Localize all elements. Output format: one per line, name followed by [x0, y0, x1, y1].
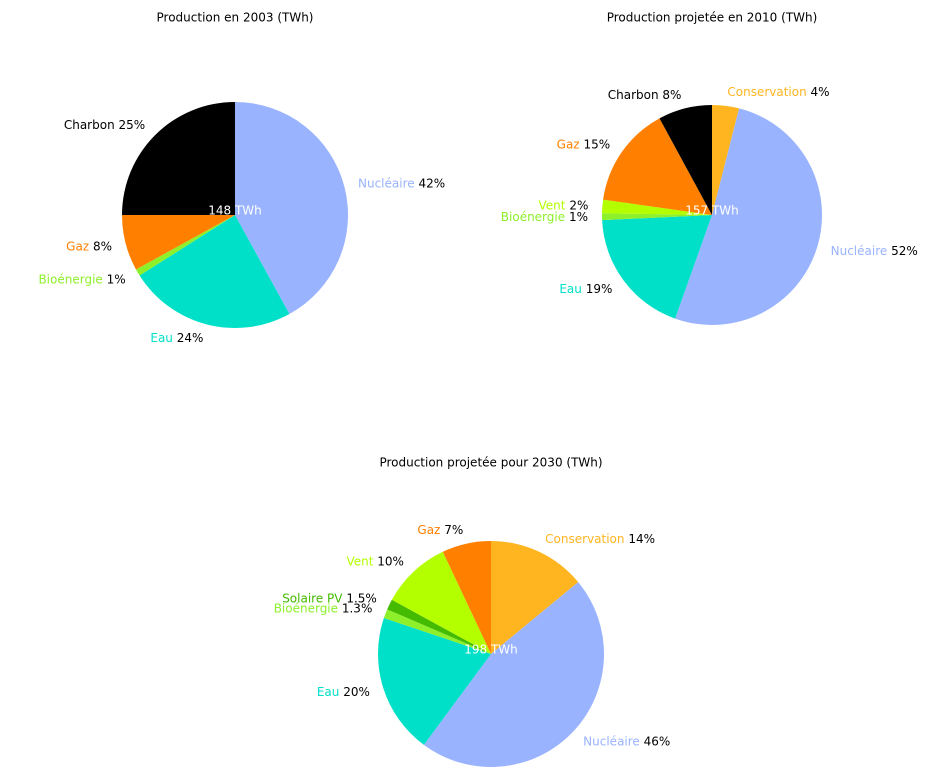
slice-value: 1% [107, 272, 126, 286]
slice-label: Conservation 4% [727, 84, 829, 98]
pie-slice [122, 102, 235, 215]
slice-name: Gaz [417, 523, 440, 537]
slice-label: Nucléaire 52% [831, 244, 918, 258]
slice-label: Gaz 15% [557, 137, 610, 151]
pie-chart: Production projetée en 2010 (TWh) Conserv… [501, 11, 918, 325]
slice-value: 4% [811, 84, 830, 98]
pie-slice [139, 215, 290, 328]
slice-value: 1.3% [342, 601, 373, 615]
slice-label: Gaz 7% [417, 523, 463, 537]
slice-label: Nucléaire 46% [583, 734, 670, 748]
pie-slice [491, 541, 579, 654]
slice-value: 24% [177, 331, 204, 345]
slice-name: Gaz [557, 137, 580, 151]
pie-slice [122, 215, 235, 270]
pie-slice [602, 213, 712, 221]
slice-value: 7% [444, 523, 463, 537]
pie-slice [712, 105, 740, 215]
slice-label: Solaire PV 1.5% [282, 591, 377, 605]
slice-name: Eau [559, 281, 582, 295]
slice-name: Solaire PV [282, 591, 343, 605]
slice-name: Nucléaire [583, 734, 640, 748]
chart-title: Production en 2003 (TWh) [157, 11, 314, 25]
slice-label: Charbon 8% [608, 87, 682, 101]
slice-name: Charbon [64, 118, 115, 132]
slice-label: Gaz 8% [66, 239, 112, 253]
slice-value: 15% [583, 137, 610, 151]
slice-name: Gaz [66, 239, 89, 253]
pie-slice [603, 118, 712, 215]
slice-label: Conservation 14% [545, 532, 655, 546]
chart-title: Production projetée en 2010 (TWh) [607, 11, 818, 25]
slice-value: 52% [891, 244, 918, 258]
slice-name: Bioénergie [501, 209, 565, 223]
slice-label: Bioénergie 1% [38, 272, 125, 286]
slice-value: 1% [569, 209, 588, 223]
slice-name: Bioénergie [38, 272, 102, 286]
pie-slice [383, 609, 491, 654]
slice-value: 1.5% [346, 591, 377, 605]
pie-slice [391, 551, 491, 654]
pie-slice [387, 599, 491, 654]
pie-slice [378, 618, 491, 745]
slice-value: 8% [93, 239, 112, 253]
slice-value: 8% [662, 87, 681, 101]
slice-value: 25% [119, 118, 146, 132]
pie-slice [659, 105, 712, 215]
pie-chart: Production en 2003 (TWh) Nucléaire 42% Eau… [38, 11, 445, 345]
slice-name: Charbon [608, 87, 659, 101]
slice-label: Bioénergie 1.3% [274, 601, 373, 615]
center-label: 157 TWh [685, 204, 739, 218]
slice-name: Vent [346, 554, 373, 568]
pie-chart: Production projetée pour 2030 (TWh) Conse… [274, 456, 670, 767]
slice-name: Vent [539, 198, 566, 212]
center-label: 148 TWh [208, 204, 262, 218]
pie-slice [602, 199, 712, 215]
pie-slice [442, 541, 491, 654]
slice-name: Conservation [727, 84, 806, 98]
slice-value: 10% [377, 554, 404, 568]
slice-label: Bioénergie 1% [501, 209, 588, 223]
slice-name: Eau [150, 331, 173, 345]
slice-value: 19% [586, 281, 613, 295]
pie-slice [602, 215, 712, 319]
pie-slice [675, 108, 822, 325]
slice-value: 2% [569, 198, 588, 212]
slice-name: Conservation [545, 532, 624, 546]
chart-title: Production projetée pour 2030 (TWh) [379, 456, 602, 470]
center-label: 198 TWh [464, 643, 518, 657]
slice-label: Charbon 25% [64, 118, 145, 132]
slice-value: 20% [343, 685, 370, 699]
pie-slice [423, 582, 604, 767]
slice-label: Eau 20% [317, 685, 370, 699]
slice-value: 42% [418, 176, 445, 190]
slice-name: Eau [317, 685, 340, 699]
slice-name: Nucléaire [831, 244, 888, 258]
slice-value: 46% [644, 734, 671, 748]
slice-label: Eau 19% [559, 281, 612, 295]
slice-label: Nucléaire 42% [358, 176, 445, 190]
slice-label: Vent 2% [539, 198, 589, 212]
slice-label: Eau 24% [150, 331, 203, 345]
pie-slice [135, 215, 235, 276]
slice-label: Vent 10% [346, 554, 403, 568]
pie-slice [235, 102, 348, 315]
slice-name: Nucléaire [358, 176, 415, 190]
slice-name: Bioénergie [274, 601, 338, 615]
slice-value: 14% [628, 532, 655, 546]
